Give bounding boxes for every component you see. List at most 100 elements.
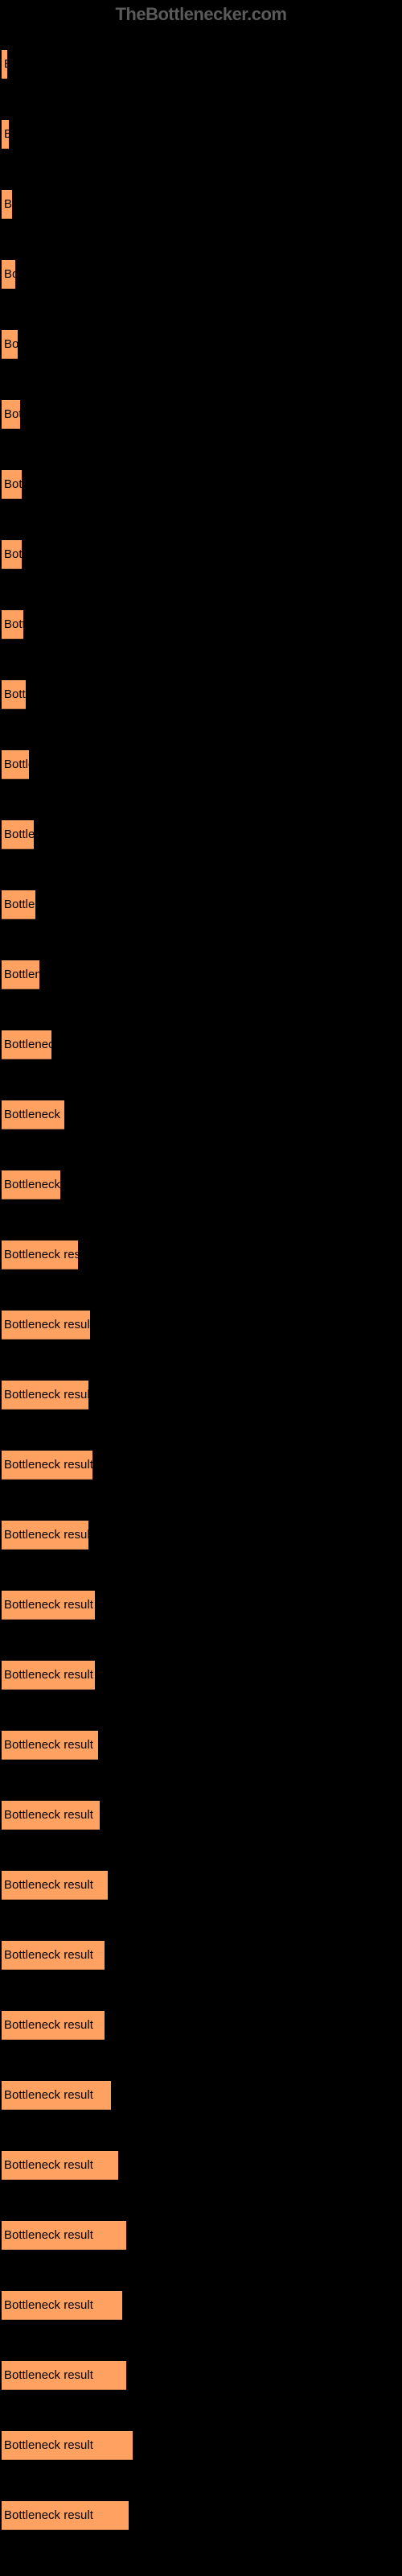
bar-label: Bottleneck result bbox=[4, 2368, 93, 2382]
bar-label: Bottleneck result bbox=[4, 477, 93, 491]
bar: Bottleneck result bbox=[2, 1381, 88, 1410]
bar-row: Bottleneck result bbox=[2, 309, 400, 379]
bar: Bottleneck result bbox=[2, 2011, 105, 2040]
bar-row: Bottleneck result bbox=[2, 449, 400, 519]
bar-label: Bottleneck result bbox=[4, 1108, 93, 1121]
bar: Bottleneck result bbox=[2, 1030, 51, 1059]
bar-label: Bottleneck result bbox=[4, 2018, 93, 2032]
bar-row: Bottleneck result bbox=[2, 1710, 400, 1780]
bar: Bottleneck result bbox=[2, 260, 15, 289]
bar: Bottleneck result bbox=[2, 1941, 105, 1970]
bar-row: Bottleneck result bbox=[2, 1430, 400, 1500]
bar: Bottleneck result bbox=[2, 1170, 60, 1199]
bar-row: Bottleneck result bbox=[2, 729, 400, 799]
bar-label: Bottleneck result bbox=[4, 197, 93, 211]
bar-row: Bottleneck result bbox=[2, 1500, 400, 1570]
bar: Bottleneck result bbox=[2, 1521, 88, 1550]
bar-row: Bottleneck result bbox=[2, 1360, 400, 1430]
bar-row: Bottleneck result bbox=[2, 869, 400, 939]
bar-row: Bottleneck result bbox=[2, 659, 400, 729]
bar-row: Bottleneck result bbox=[2, 1009, 400, 1080]
bar-label: Bottleneck result bbox=[4, 898, 93, 911]
bar-label: Bottleneck result bbox=[4, 407, 93, 421]
bar: Bottleneck result bbox=[2, 1451, 92, 1480]
bar-label: Bottleneck result bbox=[4, 1878, 93, 1892]
bar-label: Bottleneck result bbox=[4, 1178, 93, 1191]
bar-label: Bottleneck result bbox=[4, 828, 93, 841]
bar: Bottleneck result bbox=[2, 2361, 126, 2390]
bar-label: Bottleneck result bbox=[4, 2508, 93, 2522]
bar-label: Bottleneck result bbox=[4, 617, 93, 631]
bar-row: Bottleneck result bbox=[2, 1290, 400, 1360]
bar-row: Bottleneck result bbox=[2, 589, 400, 659]
bar-row: Bottleneck result bbox=[2, 29, 400, 99]
bar-label: Bottleneck result bbox=[4, 758, 93, 771]
bar: Bottleneck result bbox=[2, 2151, 118, 2180]
bar-label: Bottleneck result bbox=[4, 1738, 93, 1752]
bar-label: Bottleneck result bbox=[4, 2158, 93, 2172]
bar: Bottleneck result bbox=[2, 330, 18, 359]
bar-label: Bottleneck result bbox=[4, 1038, 93, 1051]
bar-label: Bottleneck result bbox=[4, 57, 93, 71]
bar: Bottleneck result bbox=[2, 1731, 98, 1760]
bar: Bottleneck result bbox=[2, 680, 26, 709]
bar: Bottleneck result bbox=[2, 50, 7, 79]
bar-label: Bottleneck result bbox=[4, 547, 93, 561]
bar-row: Bottleneck result bbox=[2, 1850, 400, 1920]
bar-row: Bottleneck result bbox=[2, 2130, 400, 2200]
bar-label: Bottleneck result bbox=[4, 968, 93, 981]
bar-row: Bottleneck result bbox=[2, 2060, 400, 2130]
bar-label: Bottleneck result bbox=[4, 1318, 93, 1331]
bar-row: Bottleneck result bbox=[2, 1990, 400, 2060]
bar: Bottleneck result bbox=[2, 2221, 126, 2250]
bar: Bottleneck result bbox=[2, 1661, 95, 1690]
bar: Bottleneck result bbox=[2, 750, 29, 779]
bar: Bottleneck result bbox=[2, 470, 22, 499]
bar-label: Bottleneck result bbox=[4, 1248, 93, 1261]
bar: Bottleneck result bbox=[2, 820, 34, 849]
bar-label: Bottleneck result bbox=[4, 2088, 93, 2102]
bar: Bottleneck result bbox=[2, 890, 35, 919]
bar-row: Bottleneck result bbox=[2, 2410, 400, 2480]
bar-row: Bottleneck result bbox=[2, 1220, 400, 1290]
bar-row: Bottleneck result bbox=[2, 519, 400, 589]
bar: Bottleneck result bbox=[2, 1100, 64, 1129]
bar-label: Bottleneck result bbox=[4, 1458, 93, 1472]
bar: Bottleneck result bbox=[2, 610, 23, 639]
bar-label: Bottleneck result bbox=[4, 1668, 93, 1682]
bar-row: Bottleneck result bbox=[2, 799, 400, 869]
bar-label: Bottleneck result bbox=[4, 127, 93, 141]
bar-row: Bottleneck result bbox=[2, 2340, 400, 2410]
bar: Bottleneck result bbox=[2, 1241, 78, 1269]
bar: Bottleneck result bbox=[2, 2431, 133, 2460]
bar: Bottleneck result bbox=[2, 540, 22, 569]
bar-row: Bottleneck result bbox=[2, 1640, 400, 1710]
watermark-text: TheBottlenecker.com bbox=[0, 4, 402, 25]
bar: Bottleneck result bbox=[2, 1871, 108, 1900]
bar-label: Bottleneck result bbox=[4, 687, 93, 701]
bar-row: Bottleneck result bbox=[2, 2200, 400, 2270]
bar-label: Bottleneck result bbox=[4, 2438, 93, 2452]
bar-row: Bottleneck result bbox=[2, 1780, 400, 1850]
bar-row: Bottleneck result bbox=[2, 2480, 400, 2550]
bar-label: Bottleneck result bbox=[4, 337, 93, 351]
bar-label: Bottleneck result bbox=[4, 2298, 93, 2312]
bar: Bottleneck result bbox=[2, 2291, 122, 2320]
bar: Bottleneck result bbox=[2, 120, 9, 149]
bar: Bottleneck result bbox=[2, 1311, 90, 1340]
bar-row: Bottleneck result bbox=[2, 939, 400, 1009]
bar-row: Bottleneck result bbox=[2, 169, 400, 239]
bar: Bottleneck result bbox=[2, 190, 12, 219]
bar: Bottleneck result bbox=[2, 400, 20, 429]
bar-row: Bottleneck result bbox=[2, 1080, 400, 1150]
bar-row: Bottleneck result bbox=[2, 2270, 400, 2340]
bar-row: Bottleneck result bbox=[2, 1570, 400, 1640]
bar-row: Bottleneck result bbox=[2, 379, 400, 449]
bar: Bottleneck result bbox=[2, 2081, 111, 2110]
bar-label: Bottleneck result bbox=[4, 1598, 93, 1612]
bar: Bottleneck result bbox=[2, 1591, 95, 1620]
chart-container: Bottleneck resultBottleneck resultBottle… bbox=[0, 29, 402, 2550]
bar-label: Bottleneck result bbox=[4, 1528, 93, 1542]
bar-row: Bottleneck result bbox=[2, 1920, 400, 1990]
bar-label: Bottleneck result bbox=[4, 2228, 93, 2242]
